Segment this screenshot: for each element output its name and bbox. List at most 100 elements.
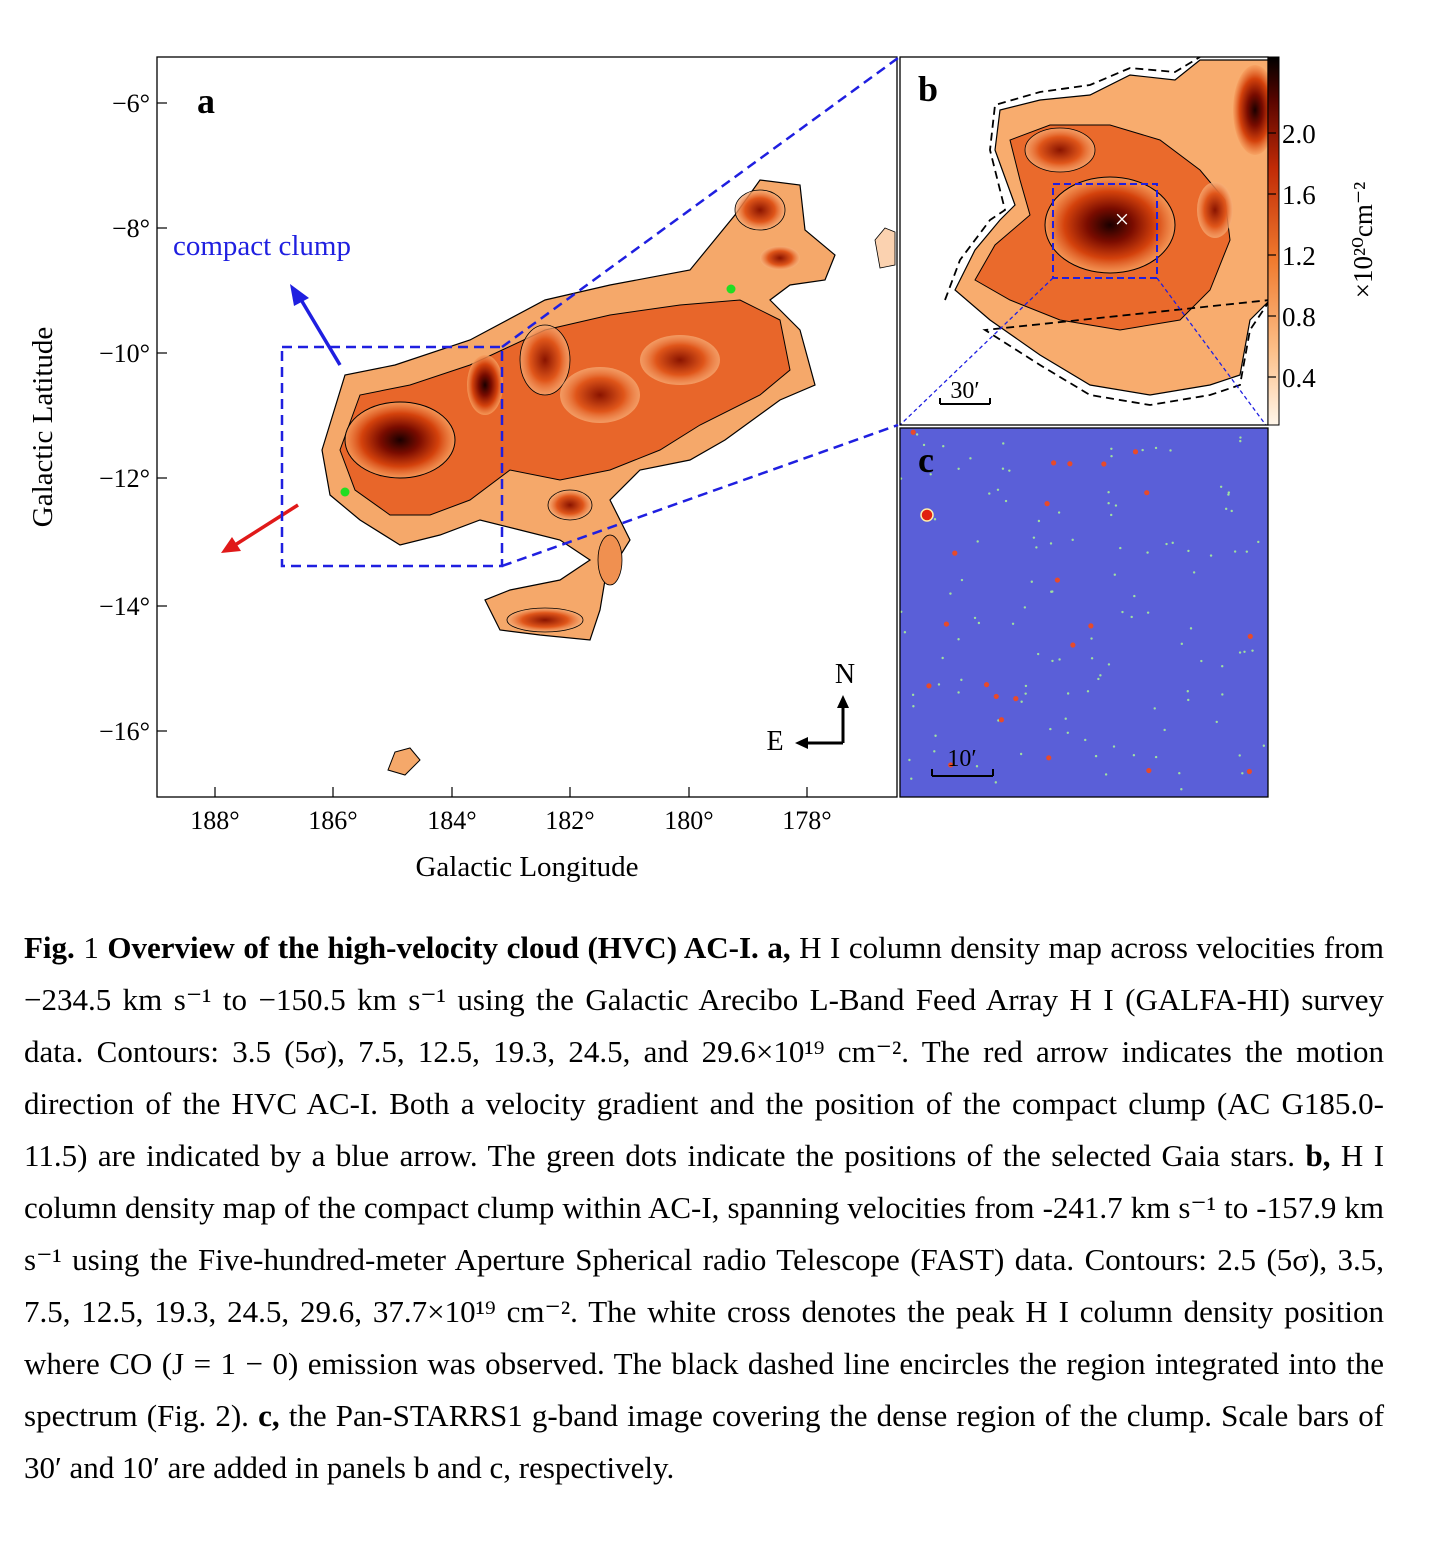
panel-c-label: c: [918, 440, 934, 480]
star-point: [1049, 727, 1052, 731]
star-point: [957, 638, 960, 641]
panel-b-label: b: [918, 69, 938, 109]
star-point: [1146, 611, 1150, 614]
star-point: [1121, 610, 1124, 614]
panel-c-scale-bar: [931, 769, 994, 777]
star-point: [1189, 627, 1193, 630]
star-point: [1227, 493, 1230, 496]
star-point: [1057, 511, 1061, 514]
star-point: [1169, 449, 1172, 452]
star-point: [1257, 540, 1260, 544]
star-point: [912, 705, 915, 708]
star-point: [1144, 490, 1150, 496]
star-point: [1178, 772, 1181, 775]
star-point: [948, 762, 954, 768]
star-point: [1239, 436, 1242, 439]
red-arrow: [221, 503, 299, 553]
caption-title: Overview of the high-velocity cloud (HVC…: [107, 930, 759, 965]
compass: [795, 695, 849, 749]
star-point: [1230, 509, 1233, 513]
star-point: [1251, 649, 1254, 652]
star-point: [929, 473, 932, 476]
star-point: [1110, 447, 1113, 450]
star-point: [1004, 499, 1008, 503]
star-point: [1086, 690, 1090, 693]
star-point: [1090, 637, 1093, 640]
star-point: [1238, 651, 1242, 654]
y-axis-label: Galactic Latitude: [27, 327, 59, 527]
star-point: [1114, 504, 1118, 507]
star-point: [1013, 696, 1019, 702]
star-point: [996, 488, 1000, 491]
bright-star: [920, 508, 934, 522]
star-point: [1023, 606, 1027, 609]
star-point: [933, 750, 936, 753]
star-point: [1113, 573, 1117, 576]
gband-image: [900, 428, 1268, 797]
panel-c-frame: [899, 427, 1269, 798]
figure: −6° −8° −10° −12° −14° −16° 188° 186° 18…: [27, 56, 1378, 883]
star-point: [1262, 744, 1266, 747]
star-point: [1243, 650, 1246, 654]
star-point: [1051, 460, 1057, 466]
star-point: [903, 631, 907, 634]
star-point: [957, 467, 960, 470]
star-point: [1119, 546, 1122, 550]
star-point: [1067, 461, 1073, 467]
star-point: [1132, 754, 1136, 757]
star-point: [1233, 550, 1237, 553]
gaia-star-dot: [726, 284, 736, 294]
star-point: [933, 518, 937, 521]
star-point: [1084, 738, 1087, 742]
caption-c-label: c,: [258, 1398, 280, 1433]
star-point: [1107, 663, 1111, 666]
star-point: [1036, 652, 1040, 656]
star-point: [960, 678, 963, 682]
star-point: [1200, 659, 1203, 663]
zoom-connector-line: [501, 423, 899, 568]
x-tick-label: 186°: [308, 806, 357, 835]
y-tick-marks: [157, 102, 167, 732]
star-point: [910, 777, 913, 780]
panel-a-label: a: [197, 81, 215, 121]
star-point: [911, 693, 915, 697]
y-tick-label: −14°: [99, 592, 150, 621]
panel-c-scale-label: 10′: [947, 746, 976, 772]
star-point: [1046, 755, 1052, 761]
star-point: [977, 621, 981, 625]
colorbar-tick-label: 2.0: [1282, 119, 1316, 149]
star-point: [908, 758, 911, 762]
star-point: [1101, 461, 1107, 467]
star-point: [1058, 658, 1061, 661]
star-point: [957, 691, 960, 694]
star-point: [1024, 684, 1028, 688]
star-point: [910, 429, 916, 435]
colorbar-tick-label: 0.4: [1282, 363, 1316, 393]
clump-column-density-map: [900, 57, 1268, 425]
star-point: [1141, 448, 1144, 452]
star-point: [1245, 550, 1249, 553]
star-point: [1221, 665, 1224, 668]
colorbar-tick-label: 0.8: [1282, 302, 1316, 332]
blue-arrow: [290, 284, 342, 366]
star-point: [1241, 772, 1244, 775]
star-point: [1187, 549, 1190, 553]
y-tick-label: −16°: [99, 717, 150, 746]
star-point: [1071, 538, 1074, 542]
star-point: [994, 781, 998, 784]
star-point: [1154, 446, 1158, 450]
panel-b: × b 30′ 2.0 1.6 1.2 0.8 0.4 ×10²⁰cm⁻²: [899, 56, 1378, 426]
star-point: [1107, 491, 1110, 494]
star-point: [943, 621, 950, 627]
panel-a: −6° −8° −10° −12° −14° −16° 188° 186° 18…: [27, 56, 899, 883]
panel-b-scale-bar: [939, 398, 991, 405]
star-point: [1165, 542, 1168, 546]
panel-a-frame: [156, 56, 898, 798]
caption-a-label: a,: [767, 930, 791, 965]
star-point: [993, 693, 999, 700]
star-point: [1008, 469, 1011, 472]
star-point: [1020, 700, 1023, 703]
star-point: [949, 592, 952, 595]
star-point: [1238, 754, 1241, 757]
compact-clump-annotation: compact clump: [173, 230, 351, 262]
